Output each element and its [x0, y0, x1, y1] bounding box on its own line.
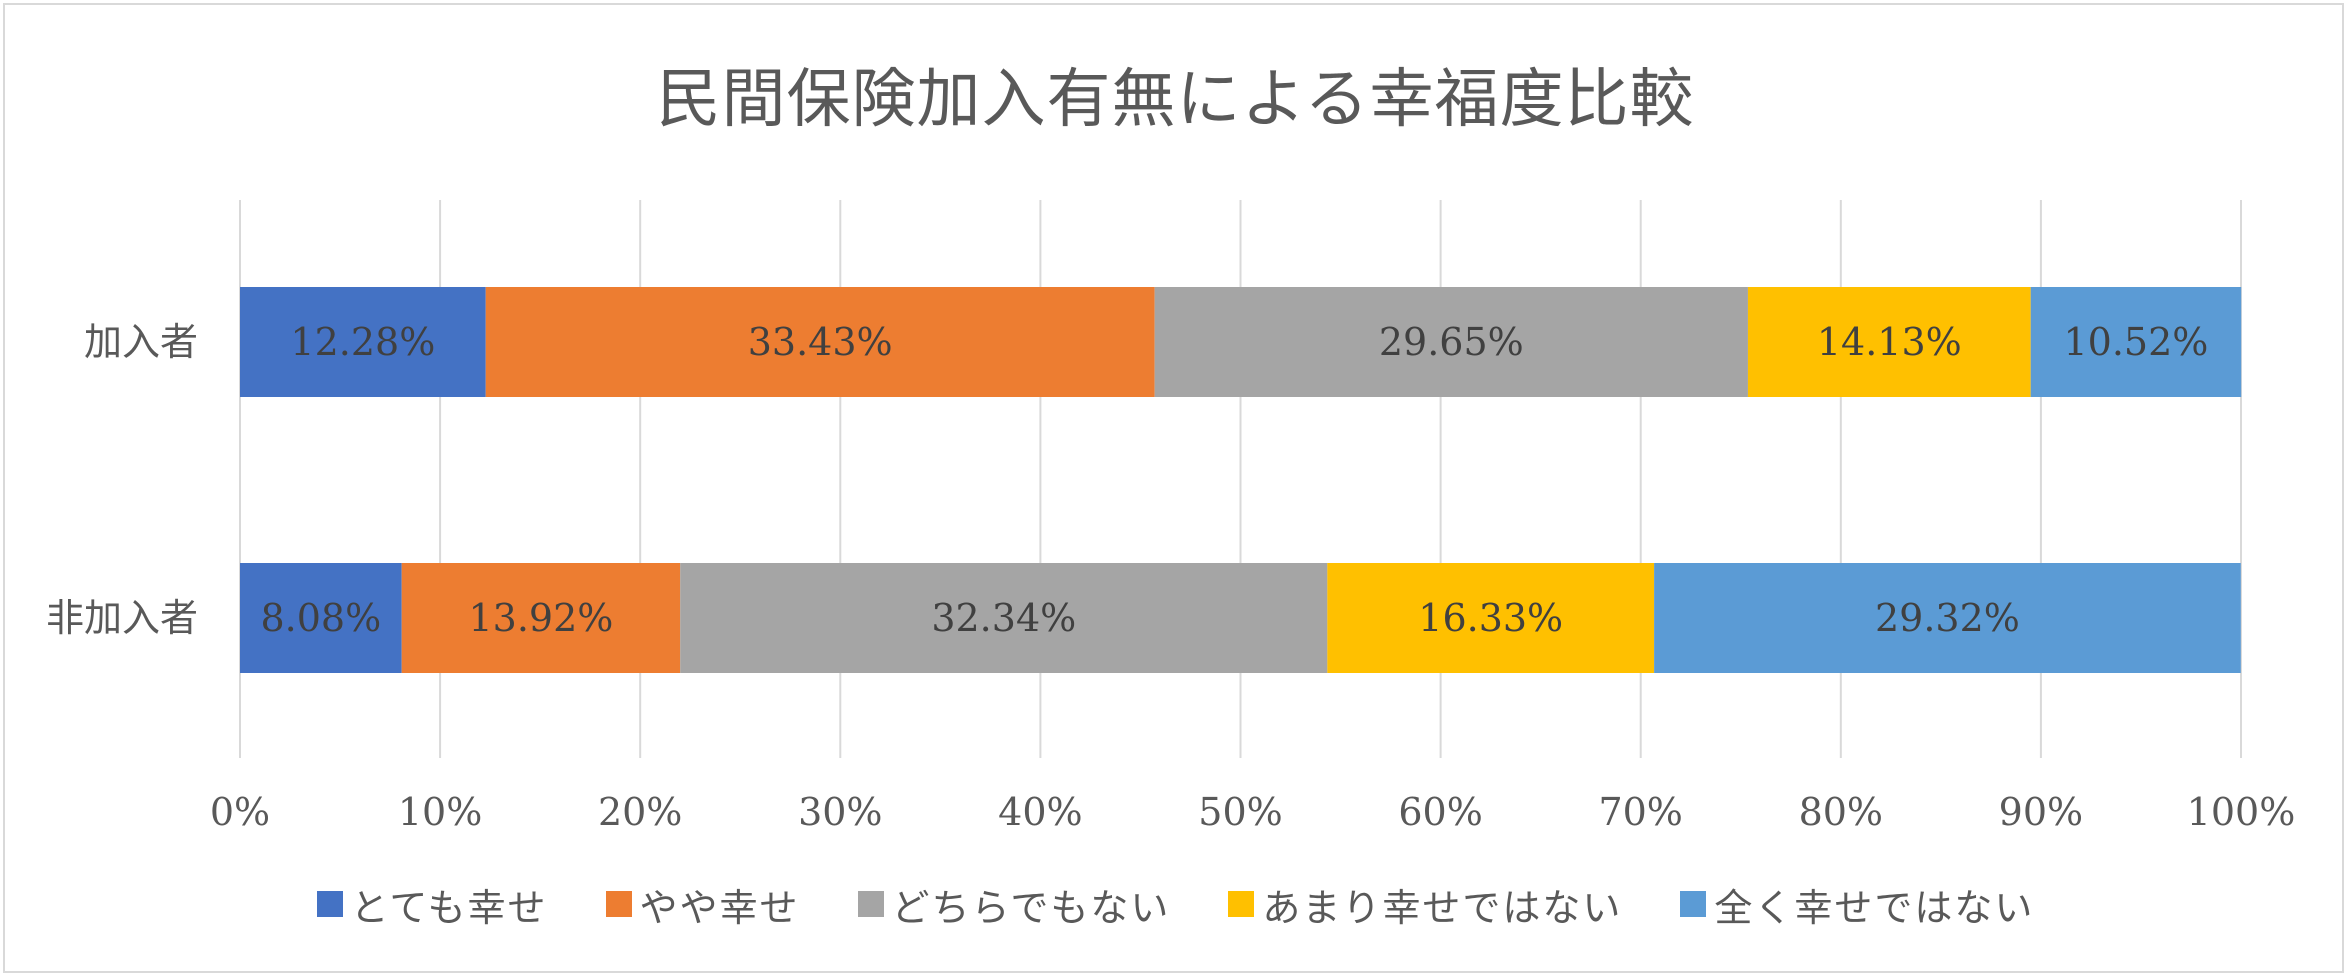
- legend-label: やや幸せ: [639, 885, 800, 930]
- legend-item: どちらでもない: [857, 877, 1171, 932]
- x-tick-label: 80%: [1799, 790, 1883, 834]
- bar-segment: [240, 287, 486, 397]
- data-label: 29.32%: [1875, 596, 2020, 640]
- data-label: 29.65%: [1379, 320, 1524, 364]
- bar-segment: [240, 563, 402, 673]
- legend-label: あまり幸せではない: [1262, 885, 1623, 930]
- legend-label: とても幸せ: [350, 885, 548, 930]
- legend-item: あまり幸せではない: [1228, 877, 1622, 932]
- legend-swatch: [1680, 891, 1707, 917]
- data-label: 14.13%: [1817, 320, 1962, 364]
- legend-label: 全く幸せではない: [1714, 885, 2035, 930]
- data-label: 12.28%: [290, 320, 435, 364]
- x-tick-label: 70%: [1598, 790, 1682, 834]
- x-tick-label: 100%: [2187, 790, 2296, 834]
- x-tick-label: 90%: [1999, 790, 2083, 834]
- data-label: 10.52%: [2063, 320, 2208, 364]
- chart-legend: とても幸せ やや幸せ どちらでもない あまり幸せではない 全く幸せではない: [0, 878, 2351, 930]
- data-label: 13.92%: [468, 596, 613, 640]
- legend-label: どちらでもない: [891, 885, 1171, 930]
- chart-title: 民間保険加入有無による幸福度比較: [656, 63, 1695, 137]
- bar-segment: [485, 287, 1155, 397]
- bar-segment: [401, 563, 681, 673]
- bar-segment: [1327, 563, 1655, 673]
- bar-segment: [680, 563, 1328, 673]
- x-tick-label: 10%: [398, 790, 482, 834]
- legend-swatch: [316, 891, 343, 917]
- data-label: 16.33%: [1418, 596, 1563, 640]
- bar-segment: [1747, 287, 2031, 397]
- chart-frame: [3, 3, 2344, 973]
- x-tick-label: 60%: [1398, 790, 1482, 834]
- legend-swatch: [857, 891, 884, 917]
- legend-item: 全く幸せではない: [1680, 877, 2034, 932]
- legend-item: とても幸せ: [316, 877, 548, 932]
- x-tick-label: 20%: [598, 790, 682, 834]
- bar-segment: [1654, 563, 2241, 673]
- x-tick-label: 50%: [1198, 790, 1282, 834]
- stacked-bar-chart: 0% 10% 20% 30% 40% 50% 60% 70% 80% 90% 100% 加入者非加入者…: [46, 200, 2296, 834]
- legend-item: やや幸せ: [605, 877, 800, 932]
- x-tick-label: 30%: [798, 790, 882, 834]
- data-label: 32.34%: [931, 596, 1076, 640]
- category-label: 非加入者: [46, 596, 198, 640]
- data-label: 33.43%: [748, 320, 893, 364]
- data-label: 8.08%: [260, 596, 381, 640]
- bar-segment: [1154, 287, 1748, 397]
- legend-swatch: [1228, 891, 1255, 917]
- legend-swatch: [605, 891, 632, 917]
- category-label: 加入者: [84, 320, 198, 364]
- x-tick-label: 40%: [998, 790, 1082, 834]
- bar-segment: [2030, 287, 2242, 397]
- x-tick-label: 0%: [210, 790, 270, 834]
